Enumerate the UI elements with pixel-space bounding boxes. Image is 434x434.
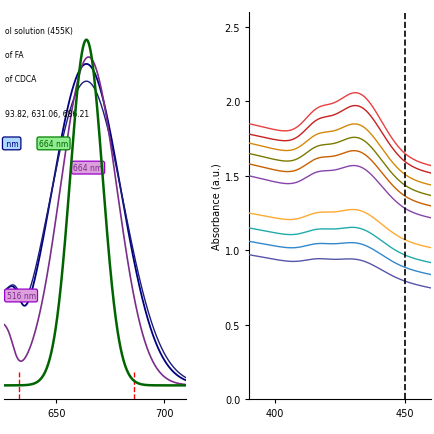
Text: 93.82, 631.06, 686.21: 93.82, 631.06, 686.21 [5,109,89,118]
Text: of CDCA: of CDCA [5,75,37,84]
Text: 664 nm: 664 nm [73,164,102,173]
Text: of FA: of FA [5,51,24,60]
Text: nm: nm [4,140,19,148]
Text: 664 nm: 664 nm [39,140,68,148]
Text: ol solution (455K): ol solution (455K) [5,27,73,36]
Text: 516 nm: 516 nm [7,291,36,300]
Y-axis label: Absorbance (a.u.): Absorbance (a.u.) [211,163,221,250]
